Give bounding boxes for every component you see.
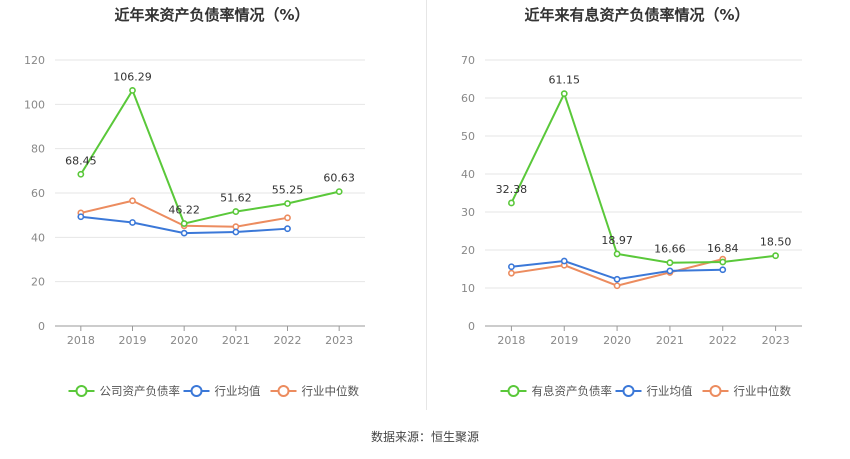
data-point [560,90,568,98]
x-tick-label: 2023 [762,334,790,347]
y-tick-label: 60 [31,187,45,200]
data-point [284,225,291,233]
data-label: 60.63 [323,172,355,185]
debt-ratio-chart: 近年来资产负债率情况（%） 0 20 40 60 80 100 120 2018 2019 2020… [24,6,365,398]
company-line [79,88,340,225]
company-series: 68.45 106.29 46.22 51.62 55.25 60.63 [65,70,355,227]
y-tick-label: 0 [468,320,475,333]
data-point [666,267,674,275]
legend-label: 行业均值 [647,384,693,398]
x-tick-label: 2020 [170,334,198,347]
data-point [719,258,727,266]
data-point [232,208,240,215]
legend-item-company[interactable]: 公司资产负债率 [68,384,181,398]
chart-divider [426,0,427,410]
company-series: 32.38 61.15 18.97 16.66 16.84 18.50 [496,74,792,267]
data-point [772,252,779,260]
interest-debt-ratio-chart: 近年来有息资产负债率情况（%） 0 10 20 30 40 50 60 70 2018 2019 20… [461,6,802,398]
legend-label: 行业均值 [215,384,261,398]
chart-title: 近年来资产负债率情况（%） [114,6,309,24]
y-tick-label: 70 [461,54,475,67]
median-series [508,255,727,290]
data-label: 18.50 [760,236,792,249]
data-point [284,214,291,222]
x-tick-label: 2021 [656,334,684,347]
legend-item-median[interactable]: 行业中位数 [270,384,360,398]
y-tick-label: 20 [31,276,45,289]
legend-swatch-marker [622,385,635,397]
data-point [508,199,515,207]
x-tick-label: 2019 [119,334,147,347]
legend-item-median[interactable]: 行业中位数 [702,384,792,398]
data-label: 32.38 [496,183,528,196]
avg-series [508,257,727,283]
data-point [335,188,343,196]
data-point [180,220,188,227]
legend-label: 有息资产负债率 [532,384,613,398]
data-label: 55.25 [272,184,304,197]
data-point [613,282,621,290]
legend: 公司资产负债率 行业均值 行业中位数 [68,384,360,398]
y-tick-label: 120 [24,54,45,67]
x-tick-label: 2019 [550,334,578,347]
y-tick-label: 100 [24,98,45,111]
x-tick-label: 2018 [67,334,95,347]
company-line [510,90,776,264]
avg-series [77,213,291,237]
y-tick-label: 30 [461,206,475,219]
y-tick-label: 40 [461,168,475,181]
data-point [284,200,291,207]
data-label: 16.66 [654,243,686,256]
legend-swatch-marker [709,385,722,397]
x-tick-label: 2022 [709,334,737,347]
data-label: 46.22 [168,204,200,217]
x-tick-label: 2021 [222,334,250,347]
x-tick-label: 2020 [603,334,631,347]
data-point [719,266,727,274]
data-point [77,170,85,178]
y-tick-label: 20 [461,244,475,257]
x-tick-label: 2018 [497,334,525,347]
data-point [560,257,568,265]
source-label: 数据来源：恒生聚源 [370,430,479,444]
data-point [508,263,515,271]
data-point [180,229,188,237]
legend-label: 行业中位数 [734,384,792,398]
data-label: 61.15 [549,74,581,87]
y-tick-label: 40 [31,231,45,244]
data-point [508,269,515,277]
legend-item-avg[interactable]: 行业均值 [183,384,261,398]
data-label: 18.97 [601,234,633,247]
legend-item-avg[interactable]: 行业均值 [615,384,693,398]
data-point [129,219,136,226]
y-tick-label: 0 [38,320,45,333]
data-point [129,86,136,94]
data-label: 106.29 [113,70,152,83]
data-point [129,197,136,205]
data-point [613,275,621,283]
data-point [666,259,674,267]
legend-swatch-marker [507,385,520,397]
data-point [232,228,240,236]
data-label: 68.45 [65,154,97,167]
chart-title: 近年来有息资产负债率情况（%） [524,6,749,24]
y-tick-label: 60 [461,92,475,105]
y-tick-label: 50 [461,130,475,143]
legend-swatch-marker [190,385,203,397]
legend-label: 行业中位数 [302,384,360,398]
legend-label: 公司资产负债率 [100,384,181,398]
data-label: 16.84 [707,242,739,255]
data-point [613,250,621,258]
x-tick-label: 2023 [325,334,353,347]
y-tick-label: 80 [31,143,45,156]
legend: 有息资产负债率 行业均值 行业中位数 [500,384,792,398]
x-tick-label: 2022 [274,334,302,347]
legend-swatch-marker [277,385,290,397]
data-point [232,223,240,231]
data-label: 51.62 [220,192,252,205]
data-point [77,213,85,221]
y-tick-label: 10 [461,282,475,295]
legend-item-company[interactable]: 有息资产负债率 [500,384,613,398]
legend-swatch-marker [75,385,88,397]
